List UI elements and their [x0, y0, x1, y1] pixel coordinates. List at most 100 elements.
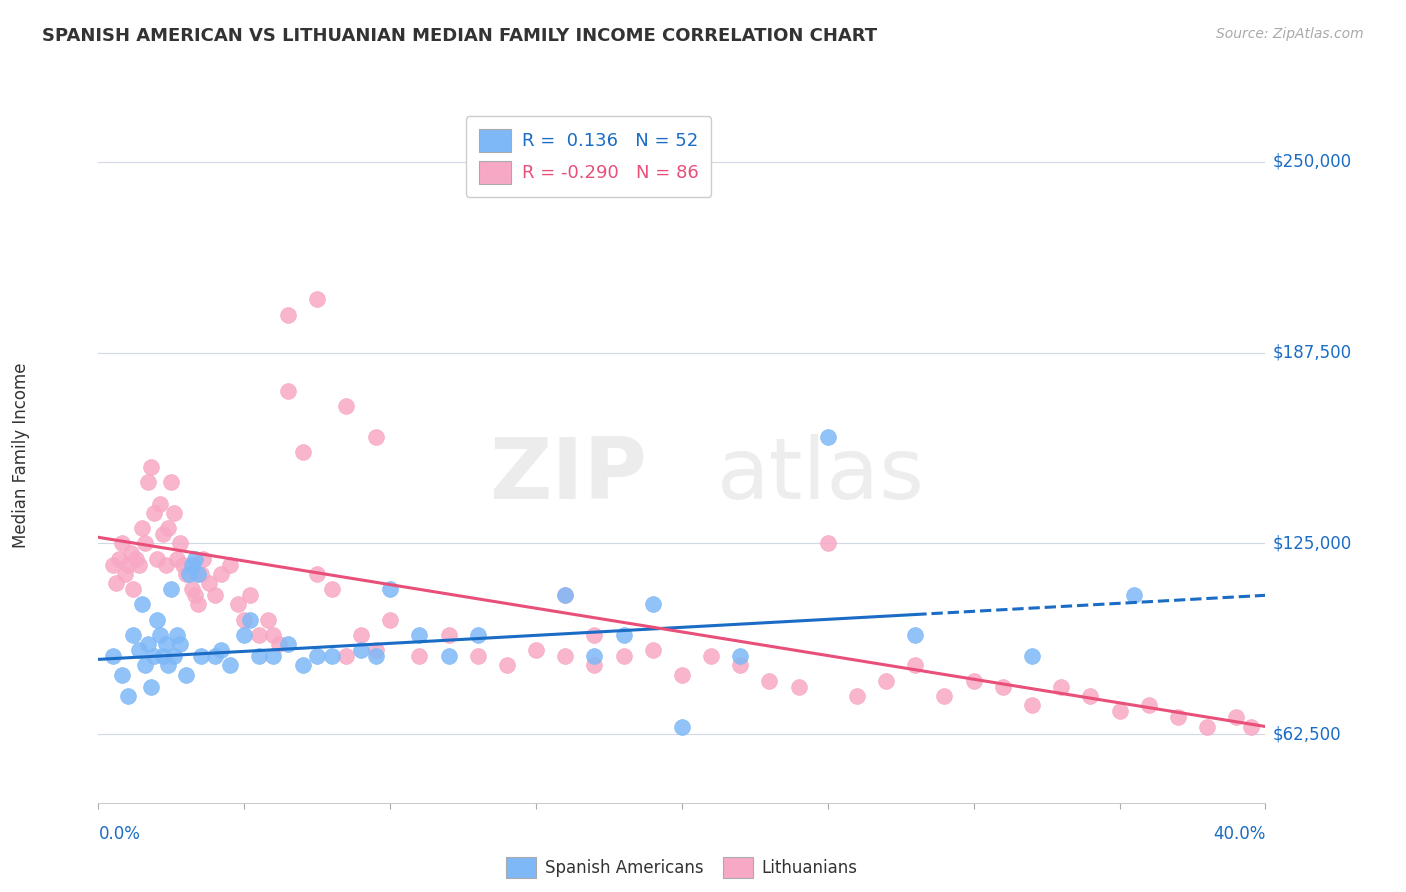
Point	[190, 649, 212, 664]
Point	[408, 628, 430, 642]
Point	[239, 588, 262, 602]
Point	[554, 588, 576, 602]
Text: ZIP: ZIP	[489, 434, 647, 517]
Point	[1108, 704, 1130, 718]
Point	[157, 658, 180, 673]
Point	[101, 649, 124, 664]
Point	[437, 628, 460, 642]
Point	[256, 613, 278, 627]
Point	[291, 445, 314, 459]
Point	[136, 637, 159, 651]
Point	[962, 673, 984, 688]
Legend: Spanish Americans, Lithuanians: Spanish Americans, Lithuanians	[499, 850, 865, 885]
Point	[817, 536, 839, 550]
Point	[111, 536, 134, 550]
Point	[128, 558, 150, 572]
Point	[262, 649, 284, 664]
Text: SPANISH AMERICAN VS LITHUANIAN MEDIAN FAMILY INCOME CORRELATION CHART: SPANISH AMERICAN VS LITHUANIAN MEDIAN FA…	[42, 27, 877, 45]
Point	[125, 551, 148, 566]
Point	[187, 598, 209, 612]
Point	[228, 598, 250, 612]
Text: $250,000: $250,000	[1272, 153, 1351, 171]
Point	[139, 680, 162, 694]
Point	[641, 598, 664, 612]
Point	[152, 527, 174, 541]
Text: atlas: atlas	[717, 434, 925, 517]
Point	[378, 613, 402, 627]
Point	[612, 649, 634, 664]
Point	[269, 637, 291, 651]
Point	[122, 582, 145, 597]
Point	[155, 637, 177, 651]
Point	[131, 598, 153, 612]
Point	[247, 628, 270, 642]
Point	[169, 536, 191, 550]
Point	[233, 613, 256, 627]
Point	[209, 566, 232, 581]
Point	[183, 551, 205, 566]
Point	[187, 566, 209, 581]
Point	[1225, 710, 1247, 724]
Point	[180, 558, 202, 572]
Point	[758, 673, 780, 688]
Point	[120, 545, 142, 559]
Text: $125,000: $125,000	[1272, 534, 1351, 552]
Point	[122, 628, 145, 642]
Point	[583, 628, 606, 642]
Point	[177, 566, 200, 581]
Point	[104, 576, 127, 591]
Point	[554, 588, 576, 602]
Point	[671, 719, 693, 733]
Point	[174, 566, 197, 581]
Point	[350, 643, 373, 657]
Point	[136, 475, 159, 490]
Point	[1240, 719, 1263, 733]
Point	[787, 680, 810, 694]
Text: 40.0%: 40.0%	[1213, 825, 1265, 843]
Point	[233, 628, 256, 642]
Point	[554, 649, 576, 664]
Point	[321, 649, 343, 664]
Point	[335, 649, 357, 664]
Point	[166, 628, 188, 642]
Point	[169, 637, 191, 651]
Point	[1123, 588, 1146, 602]
Point	[378, 582, 402, 597]
Point	[128, 643, 150, 657]
Point	[190, 566, 212, 581]
Point	[612, 628, 634, 642]
Point	[142, 649, 165, 664]
Point	[163, 649, 186, 664]
Point	[291, 658, 314, 673]
Point	[583, 658, 606, 673]
Point	[134, 658, 156, 673]
Point	[157, 521, 180, 535]
Point	[364, 643, 387, 657]
Point	[218, 658, 240, 673]
Point	[1021, 649, 1043, 664]
Point	[1050, 680, 1073, 694]
Point	[117, 558, 139, 572]
Point	[142, 506, 165, 520]
Point	[641, 643, 664, 657]
Point	[728, 649, 751, 664]
Point	[817, 429, 839, 443]
Point	[845, 689, 868, 703]
Point	[146, 551, 169, 566]
Point	[1080, 689, 1102, 703]
Point	[700, 649, 723, 664]
Point	[335, 399, 357, 413]
Point	[1137, 698, 1160, 713]
Text: Source: ZipAtlas.com: Source: ZipAtlas.com	[1216, 27, 1364, 41]
Point	[117, 689, 139, 703]
Point	[198, 576, 221, 591]
Point	[139, 460, 162, 475]
Point	[1167, 710, 1189, 724]
Point	[155, 558, 177, 572]
Point	[350, 628, 373, 642]
Point	[163, 506, 186, 520]
Point	[408, 649, 430, 664]
Point	[728, 658, 751, 673]
Point	[364, 649, 387, 664]
Point	[149, 628, 172, 642]
